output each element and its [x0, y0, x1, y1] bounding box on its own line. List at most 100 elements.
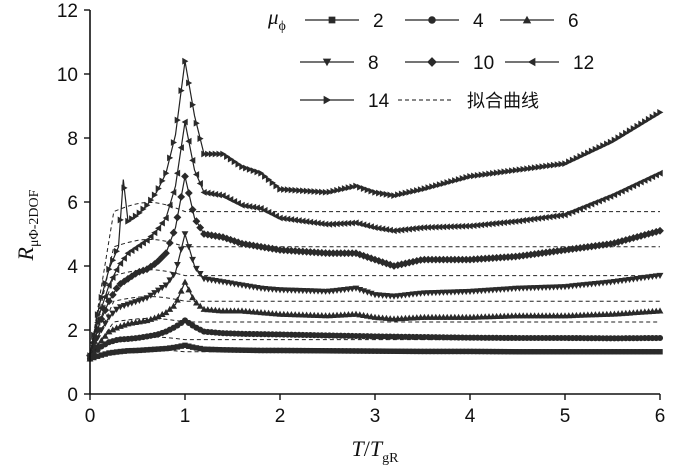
series-2-point-149 [653, 349, 659, 355]
series-2-point-55 [296, 347, 302, 354]
series-2-point-31 [205, 346, 211, 353]
series-14-point-100 [467, 173, 474, 180]
series-10-point-60 [314, 248, 322, 257]
series-12-point-64 [329, 220, 336, 228]
series-12-point-90 [428, 223, 435, 231]
series-14-point-21 [167, 154, 174, 162]
series-8-point-150 [656, 272, 664, 279]
series-2-point-71 [357, 348, 363, 354]
series-2-point-110 [505, 348, 511, 355]
series-2-point-95 [448, 348, 454, 355]
series-14-point-109 [501, 168, 508, 176]
series-2-point-135 [600, 349, 606, 355]
series-10-point-86 [412, 256, 421, 265]
series-14-point-128 [573, 154, 580, 162]
series-2-point-24 [178, 343, 184, 349]
series-14-point-5 [106, 265, 113, 273]
series-12-point-57 [303, 218, 310, 225]
y-tick-label-8: 8 [67, 129, 78, 150]
series-14-point-150 [657, 109, 664, 116]
series-2-point-36 [224, 347, 230, 353]
series-10-point-51 [279, 246, 288, 255]
series-2-point-59 [311, 347, 317, 354]
series-12-point-73 [364, 222, 371, 230]
series-14-point-8 [117, 216, 124, 224]
series-2-point-94 [444, 348, 450, 355]
series-14-point-9 [121, 184, 128, 192]
series-2-point-107 [493, 348, 500, 355]
series-2-point-88 [421, 348, 428, 355]
series-14-point-33 [212, 150, 219, 158]
x-tick-label-6: 6 [655, 406, 666, 427]
series-12-point-122 [550, 212, 557, 220]
series-10-point-101 [469, 255, 478, 264]
series-2-point-40 [239, 347, 245, 353]
series-14-point-16 [148, 196, 155, 204]
series-2-point-16 [148, 346, 154, 353]
y-axis-title: RμΦ-2DOF [13, 189, 42, 261]
series-12-point-86 [413, 224, 420, 232]
series-14-point-133 [592, 145, 599, 153]
series-2-point-119 [539, 349, 545, 355]
series-12-point-70 [352, 219, 359, 227]
series-12-point-108 [497, 219, 504, 227]
series-2 [87, 342, 663, 362]
series-14-point-76 [376, 189, 383, 197]
series-10-point-24 [177, 192, 186, 201]
series-14-point-118 [535, 163, 542, 171]
series-8-point-21 [166, 277, 174, 284]
series-14-point-99 [463, 174, 470, 181]
series-14-point-102 [474, 171, 481, 179]
series-2-point-18 [155, 346, 162, 352]
series-2-point-6 [110, 349, 116, 356]
series-6-point-3 [98, 337, 105, 344]
series-14-point-18 [155, 185, 162, 192]
series-14-point-41 [243, 164, 250, 172]
series-8-point-24 [177, 246, 185, 253]
series-14-point-69 [349, 183, 356, 191]
series-14-point-141 [623, 129, 630, 137]
series-10-point-15 [143, 265, 151, 274]
series-2-point-129 [577, 349, 583, 355]
series-2-point-11 [129, 347, 135, 354]
series-2-point-147 [645, 349, 652, 355]
series-14-point-111 [509, 167, 516, 175]
series-2-point-117 [531, 349, 538, 355]
series-2-point-52 [284, 347, 291, 354]
series-2-point-42 [246, 347, 253, 354]
legend-item-8: 8 [300, 53, 379, 74]
series-14-point-6 [110, 256, 117, 264]
series-14-point-116 [528, 164, 535, 172]
series-10-point-81 [393, 261, 402, 270]
series-12-point-7 [113, 266, 120, 274]
series-12-point-89 [424, 224, 431, 231]
series-14-point-7 [113, 247, 120, 255]
series-2-point-100 [467, 348, 473, 355]
fit-line-8 [89, 296, 660, 356]
series-10-point-85 [409, 257, 417, 266]
series-14-point-93 [440, 180, 447, 187]
series-2-point-68 [345, 348, 352, 354]
series-10-point-6 [108, 290, 117, 299]
series-12-point-42 [246, 203, 253, 210]
series-14-point-117 [531, 164, 538, 172]
series-2-point-122 [550, 349, 557, 355]
series-12-point-117 [531, 215, 538, 223]
fit-line-10 [89, 269, 660, 356]
series-14-point-13 [136, 209, 143, 217]
fit-line-4 [89, 336, 660, 357]
series-12-point-115 [523, 216, 530, 224]
series-2-point-80 [391, 348, 397, 354]
series-2-point-62 [322, 348, 329, 354]
series-12-point-120 [542, 213, 549, 221]
series-8-point-14 [139, 296, 147, 303]
fit-line-12 [89, 239, 660, 356]
series-12-point-69 [348, 219, 355, 227]
series-10-point-46 [260, 243, 269, 252]
x-tick-label-3: 3 [370, 406, 381, 427]
series-14-point-138 [611, 136, 618, 144]
series-14-point-126 [566, 158, 573, 166]
y-tick-label-4: 4 [67, 257, 78, 278]
series-2-point-5 [106, 350, 112, 356]
series-12-point-99 [462, 222, 469, 230]
